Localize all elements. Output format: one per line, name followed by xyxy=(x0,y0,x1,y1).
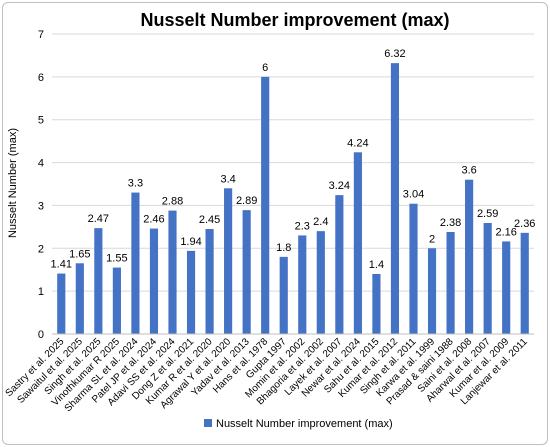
data-label: 1.8 xyxy=(276,242,291,254)
y-tick-label: 5 xyxy=(38,115,44,127)
legend-swatch xyxy=(204,419,212,427)
data-label: 3.04 xyxy=(403,189,424,201)
bar xyxy=(75,263,84,334)
data-label: 1.94 xyxy=(180,236,201,248)
data-label: 2.38 xyxy=(440,217,461,229)
bar xyxy=(205,229,214,334)
data-label: 2 xyxy=(429,233,435,245)
y-tick-label: 2 xyxy=(38,243,44,255)
bar xyxy=(353,152,362,334)
y-tick-labels: 0 1 2 3 4 5 6 7 xyxy=(38,29,44,341)
bar xyxy=(261,76,270,334)
bar xyxy=(372,274,381,334)
data-label: 6.32 xyxy=(384,48,405,60)
data-label: 4.24 xyxy=(347,137,368,149)
bar xyxy=(446,232,455,334)
y-tick-label: 6 xyxy=(38,72,44,84)
data-label: 2.46 xyxy=(143,214,164,226)
data-label: 2.16 xyxy=(495,226,516,238)
data-label: 2.3 xyxy=(295,220,310,232)
bar xyxy=(168,210,177,334)
bar xyxy=(224,188,233,334)
data-label: 1.65 xyxy=(69,248,90,260)
data-label: 2.4 xyxy=(313,216,328,228)
y-tick-label: 1 xyxy=(38,286,44,298)
bar xyxy=(483,223,492,334)
data-label: 2.59 xyxy=(477,208,498,220)
data-label: 1.4 xyxy=(369,259,384,271)
data-label: 6 xyxy=(262,62,268,74)
chart-title: Nusselt Number improvement (max) xyxy=(140,10,449,30)
y-tick-label: 0 xyxy=(38,329,44,341)
bar xyxy=(298,235,307,334)
data-label: 2.88 xyxy=(162,196,183,208)
data-labels: 1.411.652.471.553.32.462.881.942.453.42.… xyxy=(51,48,536,271)
bar xyxy=(502,241,511,334)
bar xyxy=(335,195,344,334)
bar xyxy=(149,228,159,334)
data-label: 3.6 xyxy=(461,165,476,177)
bar xyxy=(316,231,325,334)
data-label: 2.36 xyxy=(514,218,535,230)
bar xyxy=(279,256,288,334)
bar xyxy=(409,203,418,334)
data-label: 2.47 xyxy=(88,213,109,225)
data-label: 1.41 xyxy=(51,259,72,271)
bar xyxy=(427,248,437,334)
data-label: 2.45 xyxy=(199,214,220,226)
data-label: 3.3 xyxy=(128,178,143,190)
bar xyxy=(390,63,400,335)
bar xyxy=(186,250,196,334)
y-tick-label: 4 xyxy=(38,158,44,170)
bar xyxy=(112,267,121,334)
y-tick-label: 7 xyxy=(38,29,44,41)
bar xyxy=(131,192,140,334)
bar xyxy=(465,179,474,334)
y-tick-label: 3 xyxy=(38,200,44,212)
data-label: 3.4 xyxy=(220,173,235,185)
data-label: 2.89 xyxy=(236,195,257,207)
bar xyxy=(94,228,103,334)
bar xyxy=(242,210,251,334)
legend: Nusselt Number improvement (max) xyxy=(204,418,393,430)
bar xyxy=(520,232,529,334)
data-label: 3.24 xyxy=(329,180,350,192)
legend-label: Nusselt Number improvement (max) xyxy=(216,418,393,430)
bar xyxy=(57,273,66,334)
data-label: 1.55 xyxy=(106,253,127,265)
bars xyxy=(57,63,529,335)
y-axis-label: Nusselt Number (max) xyxy=(7,128,19,238)
